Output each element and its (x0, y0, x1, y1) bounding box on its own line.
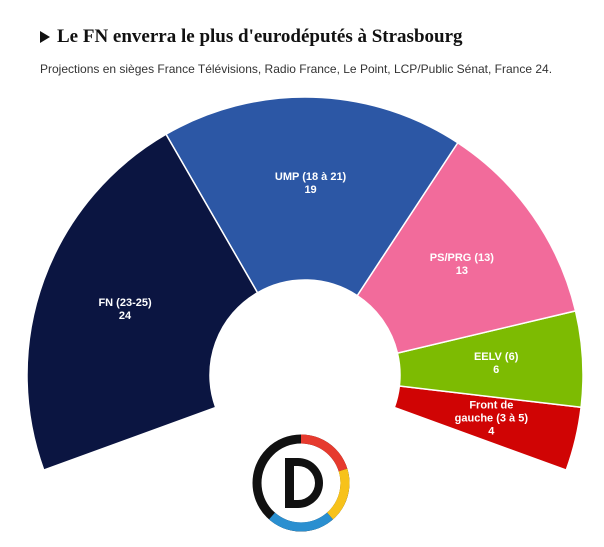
category-label: UMP (18 à 21) (274, 170, 347, 183)
slice (393, 385, 582, 472)
slice (164, 96, 459, 297)
value-label: 13 (455, 265, 468, 278)
chart-subtitle: Projections en sièges France Télévisions… (40, 62, 553, 76)
logo (252, 434, 350, 532)
slice (26, 133, 259, 472)
slice (356, 141, 577, 354)
value-label: 6 (493, 363, 500, 376)
category-label: Front de gauche (3 à 5) (454, 399, 528, 425)
slice (396, 309, 584, 409)
value-label: 24 (118, 309, 132, 322)
chart-title: Le FN enverra le plus d'eurodéputés à St… (57, 26, 463, 47)
title-marker (40, 31, 50, 43)
category-label: PS/PRG (13) (429, 252, 494, 265)
slice-label: FN (23-25) 24 (85, 297, 165, 323)
title-box: Le FN enverra le plus d'eurodéputés à St… (40, 26, 463, 48)
slice-label: EELV (6) 6 (456, 351, 536, 377)
slice-label: PS/PRG (13) 13 (422, 252, 502, 278)
category-label: EELV (6) (473, 350, 519, 363)
value-label: 19 (304, 183, 317, 196)
slice-label: Front de gauche (3 à 5) 4 (451, 400, 531, 439)
category-label: FN (23-25) (98, 296, 152, 309)
slice-label: UMP (18 à 21) 19 (271, 171, 351, 197)
value-label: 4 (488, 425, 495, 438)
